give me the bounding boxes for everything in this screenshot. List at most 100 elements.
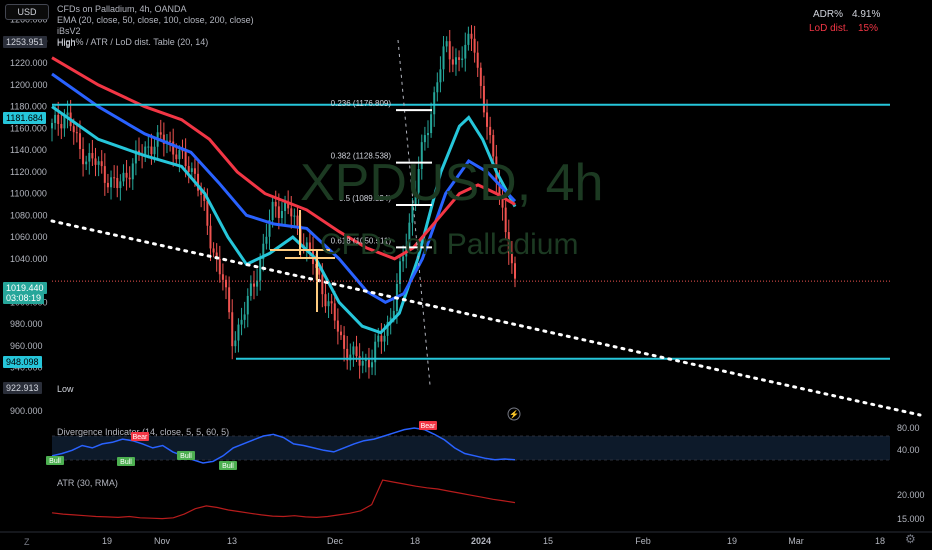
candle-body [181, 150, 184, 152]
y-tick-label: 1200.000 [10, 80, 48, 90]
candle-body [352, 346, 355, 355]
candle-body [346, 348, 349, 361]
candle-body [228, 287, 231, 313]
candle-body [212, 248, 215, 253]
y-tick-label: 1080.000 [10, 210, 48, 220]
atr-line [51, 479, 516, 520]
candle-body [82, 149, 85, 165]
atr-tick: 20.000 [897, 490, 925, 500]
candle-body [343, 335, 346, 349]
candle-body [221, 274, 224, 280]
candle-body [470, 33, 473, 39]
candle-body [256, 280, 259, 287]
ema-line [51, 72, 517, 304]
candle-body [476, 52, 479, 68]
candle-body [324, 294, 327, 307]
y-tick-label: 980.000 [10, 319, 43, 329]
adr-label: ADR% [813, 9, 844, 20]
candle-body [399, 261, 402, 284]
x-tick-label: Feb [635, 536, 651, 546]
candle-body [423, 135, 426, 143]
candle-body [91, 153, 94, 159]
fib-level-label: 0.5 (1089.524) [339, 194, 391, 203]
candle-body [330, 301, 333, 304]
fib-anchor-line [397, 39, 431, 386]
candle-body [169, 140, 172, 142]
x-tick-label: 18 [875, 536, 885, 546]
level-top-tag: 1181.684 [3, 112, 46, 124]
gear-icon[interactable]: ⚙ [905, 532, 916, 546]
signal-badge [219, 461, 237, 470]
candle-body [78, 133, 81, 150]
candle-body [66, 112, 69, 116]
candle-body [225, 279, 228, 288]
x-tick-label: Nov [154, 536, 171, 546]
x-tick-label: 19 [102, 536, 112, 546]
signal-label: Bull [180, 453, 192, 460]
candle-body [333, 303, 336, 321]
candle-body [197, 173, 200, 191]
candle-body [125, 172, 128, 178]
candle-body [203, 194, 206, 201]
candle-body [88, 153, 91, 162]
high-price-tag: 1253.951 [3, 36, 47, 48]
candle-body [172, 141, 175, 155]
candle-body [100, 161, 103, 167]
y-tick-label: 1140.000 [10, 145, 47, 155]
currency-button[interactable]: USD [5, 4, 49, 20]
signal-label: Bull [120, 459, 132, 466]
candle-body [417, 169, 420, 193]
candle-body [280, 211, 283, 219]
x-tick-label: Mar [788, 536, 804, 546]
low-price-tag: 922.913 [3, 382, 42, 394]
candle-body [103, 166, 106, 183]
candle-body [420, 142, 423, 170]
signal-label: Bull [49, 458, 61, 465]
divergence-line [51, 427, 516, 464]
candle-body [327, 301, 330, 307]
candle-body [237, 324, 240, 341]
lod-value: 15% [858, 23, 879, 34]
lod-label: LoD dist. [809, 23, 849, 34]
candle-body [75, 132, 78, 134]
y-tick-label: 900.000 [10, 406, 43, 416]
x-tick-label: 13 [227, 536, 237, 546]
signal-badge [177, 451, 195, 460]
signal-label: Bull [222, 463, 234, 470]
candle-body [414, 192, 417, 205]
candle-body [271, 201, 274, 221]
candle-body [442, 46, 445, 70]
fib-level-label: 0.382 (1128.538) [331, 152, 392, 161]
x-tick-label: 19 [727, 536, 737, 546]
candle-body [234, 340, 237, 347]
candle-body [402, 256, 405, 262]
candle-body [57, 114, 60, 124]
candle-body [243, 314, 246, 320]
candle-body [501, 198, 504, 208]
candle-body [178, 150, 181, 160]
candle-body [498, 182, 501, 199]
candle-body [240, 319, 243, 325]
candle-body [200, 190, 203, 195]
candle-body [380, 335, 383, 342]
y-tick-label: 960.000 [10, 341, 43, 351]
candle-body [150, 146, 153, 155]
candle-body [122, 172, 125, 182]
y-tick-label: 1040.000 [10, 254, 48, 264]
signal-badge [117, 457, 135, 466]
candle-body [162, 134, 165, 144]
candle-body [287, 202, 290, 209]
ema-line [51, 105, 517, 335]
x-tick-label: 2024 [471, 536, 491, 546]
candle-body [249, 283, 252, 296]
scale-button[interactable]: Z [24, 537, 30, 547]
candle-body [361, 361, 364, 366]
ema-legend: EMA (20, close, 50, close, 100, close, 2… [57, 15, 254, 25]
candle-body [445, 41, 448, 47]
candle-body [305, 242, 308, 249]
candle-body [60, 123, 63, 129]
candle-body [358, 356, 361, 366]
candle-body [262, 243, 265, 260]
candle-body [510, 253, 513, 264]
